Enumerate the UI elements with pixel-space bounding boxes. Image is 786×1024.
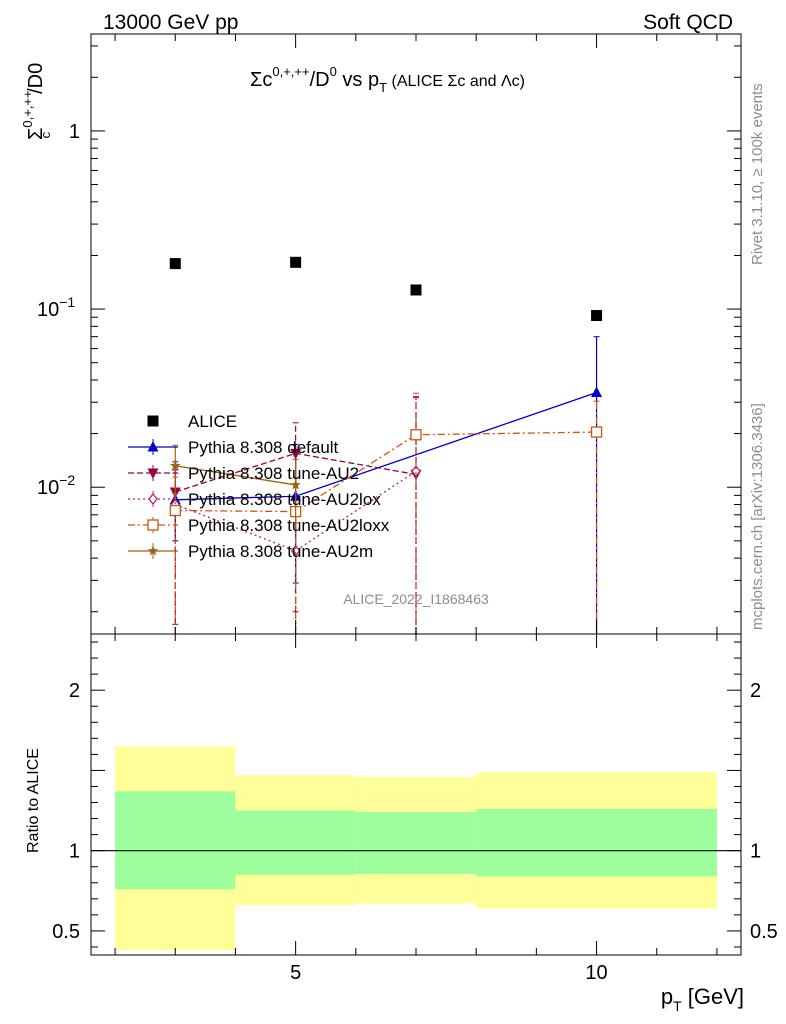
legend-label: Pythia 8.308 tune-AU2loxx bbox=[188, 516, 390, 535]
title-sup2: 0 bbox=[330, 64, 337, 79]
legend-entry: Pythia 8.308 default bbox=[128, 438, 339, 457]
ratio-y-tick-label-right: 2 bbox=[750, 680, 761, 702]
data-point bbox=[411, 465, 421, 478]
data-point bbox=[170, 460, 181, 471]
header-right-label: Soft QCD bbox=[643, 11, 733, 34]
legend-marker bbox=[147, 468, 159, 479]
ratio-axes: 5 10 0.5 0.5 1 1 2 2 bbox=[52, 633, 778, 984]
legend-entry: Pythia 8.308 tune-AU2lox bbox=[128, 490, 381, 509]
data-point bbox=[169, 504, 181, 517]
xlabel-p: p bbox=[661, 984, 673, 1009]
legend-label: Pythia 8.308 default bbox=[188, 438, 339, 457]
legend-marker bbox=[147, 545, 159, 556]
data-point bbox=[591, 310, 603, 322]
ratio-y-axis-label: Ratio to ALICE bbox=[25, 748, 42, 853]
ratio-y-tick-label: 2 bbox=[69, 680, 80, 702]
x-tick-label: 10 bbox=[585, 962, 607, 984]
title-paren: (ALICE Σc and Λc) bbox=[387, 73, 525, 90]
inner-band-3 bbox=[476, 808, 717, 877]
legend-label: ALICE bbox=[188, 412, 237, 431]
inner-band-2 bbox=[355, 812, 477, 874]
xlabel-sub: T bbox=[673, 998, 682, 1014]
data-point bbox=[169, 258, 181, 270]
y-tick-label: 10−2 bbox=[37, 472, 75, 499]
legend-entry: Pythia 8.308 tune-AU2m bbox=[128, 542, 373, 561]
header-left-label: 13000 GeV pp bbox=[103, 11, 238, 34]
ratio-y-tick-label: 1 bbox=[69, 841, 80, 863]
title-sub: T bbox=[379, 80, 387, 95]
ratio-y-tick-label-right: 1 bbox=[750, 841, 761, 863]
inner-band-1 bbox=[235, 810, 356, 875]
series-line bbox=[175, 431, 597, 513]
x-tick-label: 5 bbox=[290, 962, 301, 984]
title-mid: /D bbox=[310, 69, 330, 91]
chart-title: Σc0,+,++/D0 vs pT (ALICE Σc and Λc) bbox=[250, 64, 525, 95]
legend-marker bbox=[147, 415, 159, 427]
series-pythia-8-308-tune-au2m bbox=[170, 444, 301, 524]
title-sigma: Σc bbox=[250, 69, 272, 91]
data-point bbox=[290, 479, 301, 490]
y-axis-label: Σ0,+,++c/D0 bbox=[20, 63, 53, 140]
data-point bbox=[590, 426, 603, 438]
legend: ALICE Pythia 8.308 default Pythia 8.308 tu… bbox=[128, 412, 390, 561]
title-vs: vs p bbox=[337, 69, 379, 91]
series-line bbox=[175, 465, 296, 486]
legend-entry: ALICE bbox=[147, 412, 237, 431]
legend-label: Pythia 8.308 tune-AU2lox bbox=[188, 490, 381, 509]
ylabel-sub: c bbox=[38, 131, 53, 138]
y-tick-label: 10−1 bbox=[37, 294, 75, 321]
legend-label: Pythia 8.308 tune-AU2m bbox=[188, 542, 373, 561]
x-axis-label: pT [GeV] bbox=[661, 984, 744, 1014]
ylabel-sup: 0,+,++ bbox=[20, 90, 35, 127]
ratio-y-tick-label: 0.5 bbox=[52, 921, 80, 943]
y-tick-label: 1 bbox=[69, 121, 80, 143]
ylabel-tail: /D0 bbox=[25, 63, 47, 94]
series-line bbox=[175, 470, 417, 552]
data-point bbox=[410, 284, 422, 296]
data-point bbox=[290, 256, 302, 268]
data-point bbox=[290, 448, 302, 460]
rivet-label: Rivet 3.1.10, ≥ 100k events bbox=[749, 83, 766, 265]
legend-entry: Pythia 8.308 tune-AU2loxx bbox=[128, 516, 390, 535]
legend-marker bbox=[147, 519, 159, 531]
data-point bbox=[410, 429, 422, 441]
legend-marker bbox=[148, 492, 158, 506]
ratio-y-tick-label-right: 0.5 bbox=[750, 921, 778, 943]
xlabel-tail: [GeV] bbox=[682, 984, 744, 1009]
inner-band-0 bbox=[115, 791, 236, 890]
ylabel-sigma: Σ bbox=[25, 128, 47, 140]
series-alice bbox=[169, 256, 603, 322]
legend-label: Pythia 8.308 tune-AU2 bbox=[188, 464, 359, 483]
data-point bbox=[591, 386, 603, 398]
analysis-watermark: ALICE_2022_I1868463 bbox=[343, 591, 489, 607]
mcplots-label: mcplots.cern.ch [arXiv:1306.3436] bbox=[749, 403, 766, 630]
legend-marker bbox=[147, 441, 159, 452]
main-data bbox=[169, 256, 603, 635]
title-sup: 0,+,++ bbox=[272, 64, 309, 79]
ratio-panel bbox=[91, 634, 741, 955]
legend-entry: Pythia 8.308 tune-AU2 bbox=[128, 464, 359, 483]
